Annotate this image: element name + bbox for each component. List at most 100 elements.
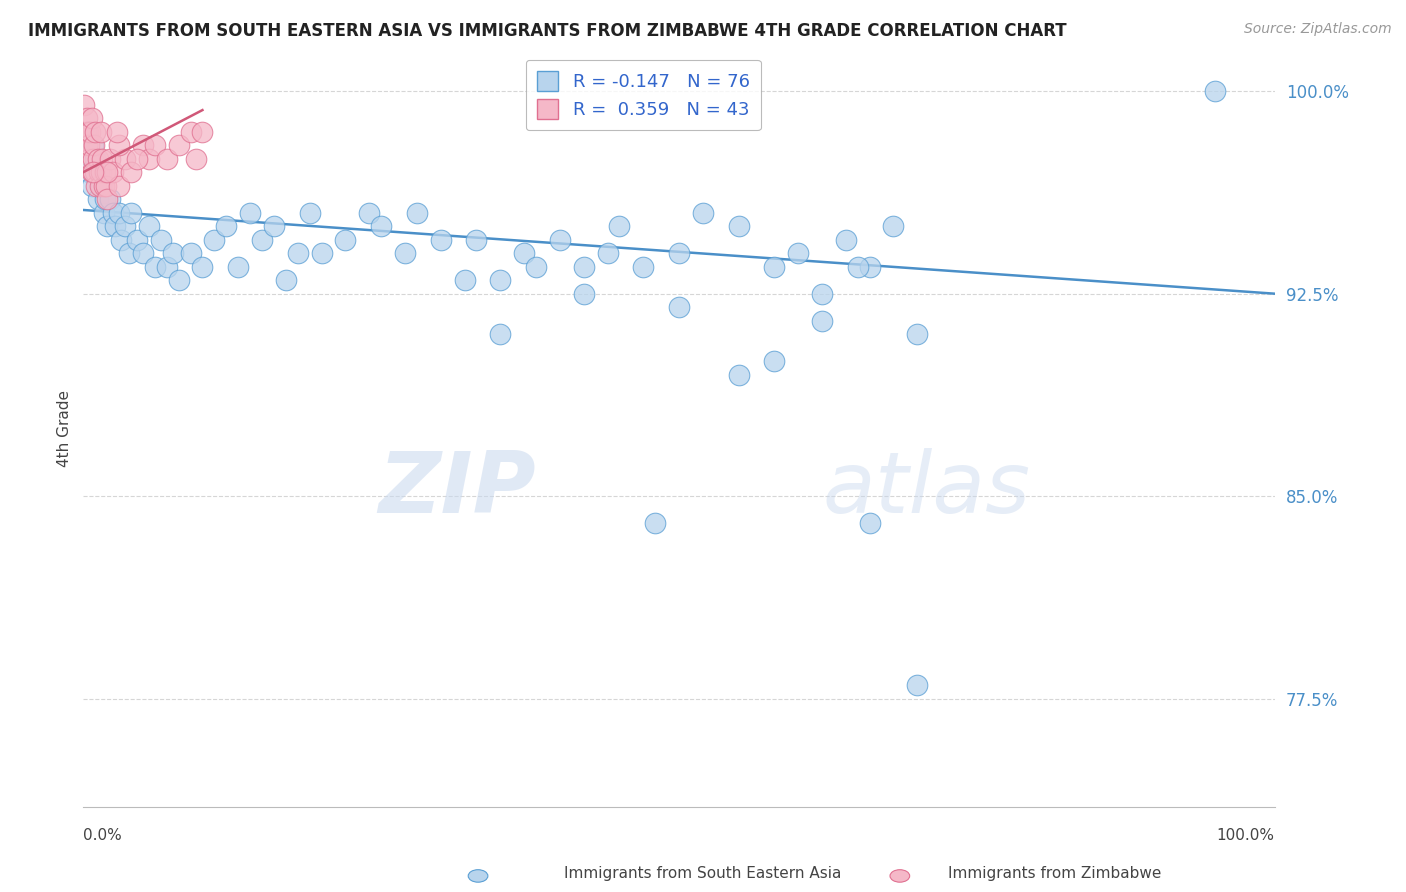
Point [359,205,381,219]
Point [524,260,547,274]
Point [79,125,101,139]
Point [83,138,105,153]
Text: atlas: atlas [823,448,1031,531]
Point [108,138,131,153]
Point [93,192,115,206]
Point [76,111,98,125]
Point [87,165,110,179]
Text: 0.0%: 0.0% [83,829,122,843]
Point [633,260,655,274]
Text: Immigrants from Zimbabwe: Immigrants from Zimbabwe [948,866,1161,881]
Point [125,233,148,247]
Point [202,233,225,247]
Point [727,219,749,234]
Point [76,138,98,153]
Point [77,152,100,166]
Point [335,233,357,247]
Point [311,246,333,260]
Point [180,125,202,139]
Point [82,152,104,166]
Point [80,165,103,179]
Point [82,165,104,179]
Point [86,152,108,166]
Point [167,273,190,287]
Point [274,273,297,287]
Point [91,152,114,166]
Point [167,138,190,153]
Point [859,260,882,274]
Point [105,125,128,139]
Point [191,125,214,139]
Point [513,246,536,260]
Point [110,233,132,247]
Point [465,233,488,247]
Point [406,205,429,219]
Point [90,178,112,193]
Point [98,152,121,166]
Point [94,178,117,193]
Point [143,260,166,274]
Point [86,192,108,206]
Text: Source: ZipAtlas.com: Source: ZipAtlas.com [1244,22,1392,37]
Point [84,125,107,139]
Point [453,273,475,287]
Point [905,327,928,342]
Point [226,260,249,274]
Legend: R = -0.147   N = 76, R =  0.359   N = 43: R = -0.147 N = 76, R = 0.359 N = 43 [526,60,761,130]
Point [763,354,786,368]
Point [156,152,179,166]
Text: IMMIGRANTS FROM SOUTH EASTERN ASIA VS IMMIGRANTS FROM ZIMBABWE 4TH GRADE CORRELA: IMMIGRANTS FROM SOUTH EASTERN ASIA VS IM… [28,22,1067,40]
Text: ZIP: ZIP [378,448,536,531]
Point [263,219,285,234]
Point [77,125,100,139]
Point [287,246,309,260]
Point [76,125,98,139]
Point [101,205,124,219]
Point [180,246,202,260]
Point [692,205,714,219]
Point [835,233,858,247]
Text: 100.0%: 100.0% [1216,829,1275,843]
Point [132,138,155,153]
Point [117,246,139,260]
Point [89,178,111,193]
Point [114,219,136,234]
Y-axis label: 4th Grade: 4th Grade [58,390,72,467]
Point [138,219,160,234]
Point [859,516,882,531]
Point [572,260,595,274]
Point [93,165,115,179]
Point [132,246,155,260]
Point [90,125,112,139]
Point [108,205,131,219]
Point [727,368,749,382]
Point [668,300,690,314]
Point [108,178,131,193]
Point [811,286,834,301]
Point [394,246,416,260]
Text: Immigrants from South Eastern Asia: Immigrants from South Eastern Asia [564,866,842,881]
Point [572,286,595,301]
Point [73,97,96,112]
Point [239,205,262,219]
Point [120,165,142,179]
Point [298,205,321,219]
Point [120,205,142,219]
Point [846,260,869,274]
Point [191,260,214,274]
Point [98,192,121,206]
Point [429,233,451,247]
Point [77,165,100,179]
Point [84,152,107,166]
Point [1204,84,1226,98]
Point [96,165,118,179]
Point [77,138,100,153]
Point [80,178,103,193]
Point [138,152,160,166]
Point [80,111,103,125]
Point [82,138,104,153]
Point [125,152,148,166]
Point [489,327,512,342]
Point [93,178,115,193]
Point [882,219,904,234]
